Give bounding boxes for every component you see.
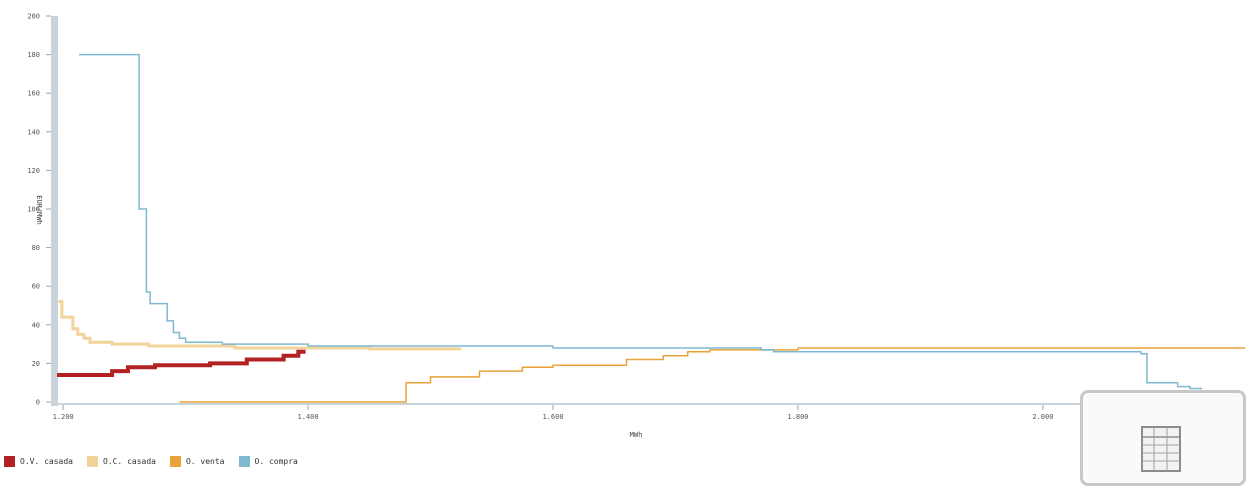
legend-item-o-venta[interactable]: O. venta [170, 456, 225, 467]
x-tick-label: 1.200 [53, 413, 74, 421]
y-tick-label: 0 [36, 399, 40, 407]
legend-swatch [170, 456, 181, 467]
y-tick-label: 60 [32, 283, 40, 291]
y-tick-label: 40 [32, 321, 40, 329]
y-tick-label: 180 [27, 51, 40, 59]
y-tick-label: 160 [27, 90, 40, 98]
legend-swatch [239, 456, 250, 467]
x-tick-label: 1.600 [542, 413, 563, 421]
x-tick-label: 1.400 [298, 413, 319, 421]
y-tick-label: 120 [27, 167, 40, 175]
series-line-o-compra[interactable] [79, 55, 1202, 389]
y-axis-bar [51, 16, 58, 406]
x-axis: 1.200 1.400 1.600 1.800 2.000 [53, 404, 1245, 421]
legend-swatch [4, 456, 15, 467]
y-axis-title: EUR/MWh [35, 195, 43, 225]
y-tick-label: 140 [27, 128, 40, 136]
legend-item-oc-casada[interactable]: O.C. casada [87, 456, 156, 467]
x-tick-label: 1.800 [787, 413, 808, 421]
x-axis-title: MWh [630, 431, 643, 439]
y-tick-label: 80 [32, 244, 40, 252]
y-tick-label: 20 [32, 360, 40, 368]
legend: O.V. casada O.C. casada O. venta O. comp… [4, 456, 312, 467]
legend-item-o-compra[interactable]: O. compra [239, 456, 298, 467]
legend-label: O. venta [186, 457, 225, 466]
series-layer [57, 55, 1250, 402]
x-tick-label: 2.000 [1032, 413, 1053, 421]
y-tick-label: 200 [27, 13, 40, 21]
legend-label: O. compra [255, 457, 298, 466]
legend-swatch [87, 456, 98, 467]
series-line-o-c-casada[interactable] [58, 302, 461, 349]
legend-label: O.C. casada [103, 457, 156, 466]
legend-label: O.V. casada [20, 457, 73, 466]
legend-item-ov-casada[interactable]: O.V. casada [4, 456, 73, 467]
series-line-o-v-casada[interactable] [57, 352, 306, 375]
spreadsheet-export-icon [1138, 425, 1188, 475]
